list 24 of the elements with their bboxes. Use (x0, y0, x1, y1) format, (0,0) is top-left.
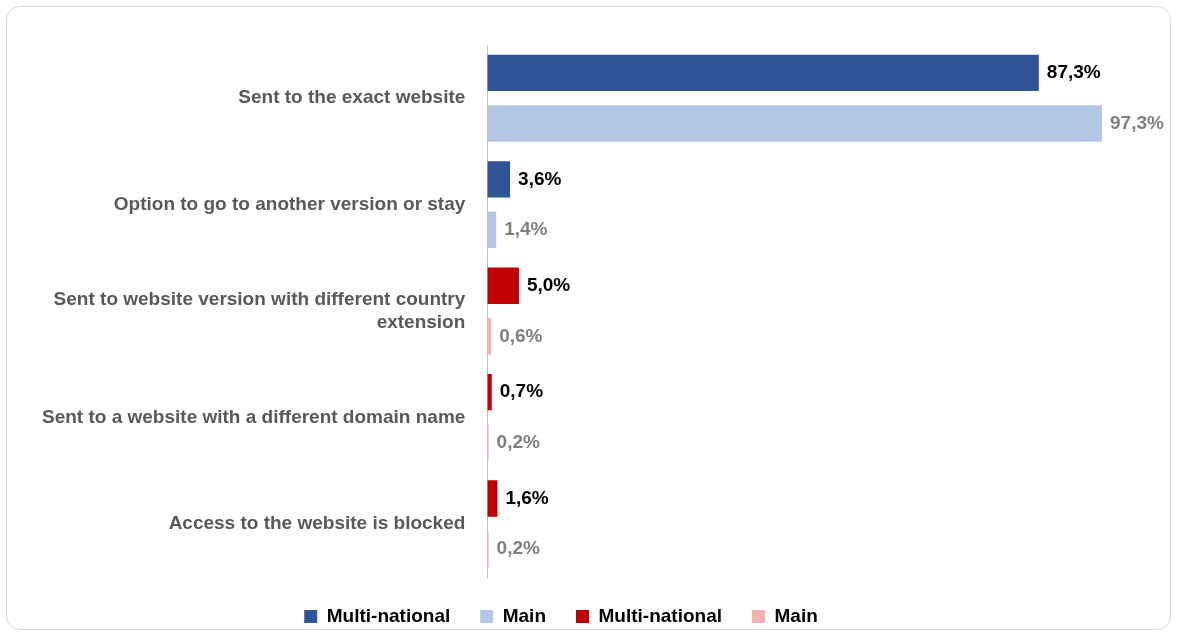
y-tick-label: Sent to a website with a different domain name (42, 405, 466, 427)
y-tick-label: Option to go to another version or stay (113, 192, 466, 214)
data-label: 3,6% (518, 167, 562, 189)
y-tick-label: Sent to website version with different country extension (53, 287, 466, 332)
data-label: 0,6% (499, 324, 543, 346)
data-label: 97,3% (1110, 111, 1164, 133)
data-label: 1,4% (504, 218, 548, 240)
bar (487, 105, 1102, 142)
data-label: 0,2% (496, 537, 541, 559)
legend-label: Main (774, 604, 818, 626)
bar (487, 267, 519, 304)
legend-label: Multi-national (326, 604, 451, 626)
data-label: 1,6% (505, 486, 549, 508)
data-label: 0,2% (496, 430, 541, 452)
bar (487, 161, 511, 198)
legend-label: Multi-national (598, 604, 722, 626)
bar (487, 54, 1039, 92)
data-label: 87,3% (1046, 61, 1101, 83)
y-tick-label: Sent to the exact website (238, 86, 466, 108)
data-label: 5,0% (526, 273, 571, 295)
data-label: 0,7% (499, 380, 544, 402)
y-tick-label: Access to the website is blocked (168, 512, 466, 534)
bar (487, 480, 498, 517)
legend-label: Main (502, 604, 546, 626)
